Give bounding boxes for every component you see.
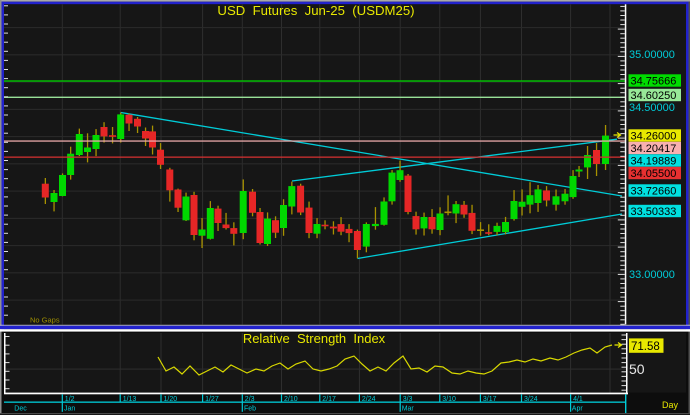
svg-text:1/27: 1/27	[205, 396, 219, 403]
svg-text:4/1: 4/1	[573, 396, 583, 403]
svg-text:33.50333: 33.50333	[631, 206, 677, 218]
svg-text:Day: Day	[662, 400, 679, 410]
svg-text:33.72660: 33.72660	[631, 186, 677, 198]
svg-text:Jan: Jan	[64, 406, 75, 413]
svg-text:33.00000: 33.00000	[629, 269, 675, 281]
svg-text:Relative Strength Index: Relative Strength Index	[243, 331, 386, 346]
svg-text:34.19889: 34.19889	[631, 156, 677, 168]
svg-text:34.75666: 34.75666	[631, 76, 677, 88]
svg-text:1/2: 1/2	[65, 396, 75, 403]
svg-text:Apr: Apr	[572, 406, 584, 413]
svg-text:3/24: 3/24	[524, 396, 538, 403]
svg-text:3/10: 3/10	[442, 396, 456, 403]
svg-text:Mar: Mar	[402, 406, 415, 413]
svg-text:35.00000: 35.00000	[629, 49, 675, 61]
svg-text:34.60250: 34.60250	[631, 90, 677, 102]
svg-text:2/3: 2/3	[245, 396, 255, 403]
svg-text:34.05500: 34.05500	[631, 168, 677, 180]
svg-text:50: 50	[629, 361, 645, 377]
svg-text:34.50000: 34.50000	[629, 102, 675, 114]
svg-text:2/10: 2/10	[284, 396, 298, 403]
svg-text:34.20417: 34.20417	[631, 143, 677, 155]
svg-text:1/13: 1/13	[123, 396, 137, 403]
svg-text:Dec: Dec	[14, 406, 27, 413]
svg-text:3/3: 3/3	[403, 396, 413, 403]
svg-text:71.58: 71.58	[631, 341, 660, 353]
svg-text:No Gaps: No Gaps	[30, 316, 60, 325]
svg-text:USD Futures Jun-25 (USDM25): USD Futures Jun-25 (USDM25)	[217, 3, 414, 18]
svg-text:34.26000: 34.26000	[631, 131, 677, 143]
svg-text:2/17: 2/17	[322, 396, 336, 403]
svg-text:2/24: 2/24	[362, 396, 376, 403]
svg-text:Feb: Feb	[244, 406, 256, 413]
svg-text:3/17: 3/17	[483, 396, 497, 403]
svg-text:1/20: 1/20	[164, 396, 178, 403]
